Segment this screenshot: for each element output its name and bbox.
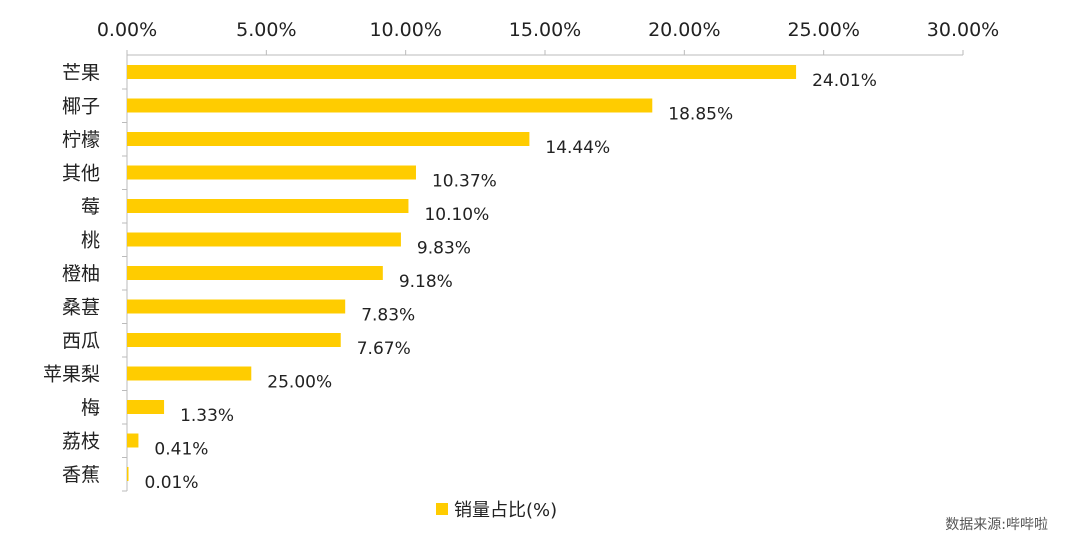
bar <box>127 333 341 347</box>
category-label: 苹果梨 <box>43 364 100 386</box>
category-label: 橙柚 <box>62 263 100 285</box>
category-label: 莓 <box>81 196 100 218</box>
category-label: 芒果 <box>62 62 100 84</box>
bar <box>127 165 416 180</box>
data-label: 10.37% <box>432 172 497 192</box>
bar <box>127 232 401 247</box>
data-label: 14.44% <box>545 138 610 158</box>
data-label: 0.01% <box>145 473 199 493</box>
bar <box>127 366 252 381</box>
bar <box>127 65 797 79</box>
bar <box>127 132 530 146</box>
category-label: 西瓜 <box>62 330 100 352</box>
bar <box>127 433 139 448</box>
category-label: 椰子 <box>62 96 100 118</box>
data-label: 25.00% <box>267 373 332 393</box>
x-tick-label: 25.00% <box>787 19 859 41</box>
x-tick-label: 5.00% <box>236 19 296 41</box>
data-label: 18.85% <box>668 105 733 125</box>
bar <box>127 467 129 481</box>
category-label: 桃 <box>81 230 100 252</box>
bar <box>127 98 653 113</box>
legend-swatch <box>436 503 448 515</box>
legend: 销量占比(%) <box>436 497 557 521</box>
bar <box>127 400 165 414</box>
data-label: 7.67% <box>357 339 411 359</box>
data-label: 7.83% <box>361 306 415 326</box>
data-label: 9.83% <box>417 239 471 259</box>
category-label: 桑葚 <box>62 297 100 319</box>
category-label: 柠檬 <box>62 129 100 151</box>
category-label: 荔枝 <box>62 431 100 453</box>
data-label: 1.33% <box>180 406 234 426</box>
category-label: 梅 <box>81 397 100 419</box>
legend-label: 销量占比(%) <box>454 500 558 521</box>
category-label: 香蕉 <box>62 464 100 486</box>
bar <box>127 299 346 314</box>
source-note: 数据来源:哔哔啦 <box>945 517 1048 533</box>
category-label: 其他 <box>62 163 100 185</box>
data-label: 0.41% <box>154 440 208 460</box>
x-tick-label: 10.00% <box>369 19 441 41</box>
data-label: 9.18% <box>399 272 453 292</box>
x-tick-label: 15.00% <box>509 19 581 41</box>
x-tick-label: 30.00% <box>927 19 999 41</box>
bar <box>127 199 409 213</box>
data-label: 24.01% <box>812 71 877 91</box>
bar <box>127 266 383 280</box>
x-tick-label: 20.00% <box>648 19 720 41</box>
data-label: 10.10% <box>424 205 489 225</box>
x-tick-label: 0.00% <box>97 19 157 41</box>
